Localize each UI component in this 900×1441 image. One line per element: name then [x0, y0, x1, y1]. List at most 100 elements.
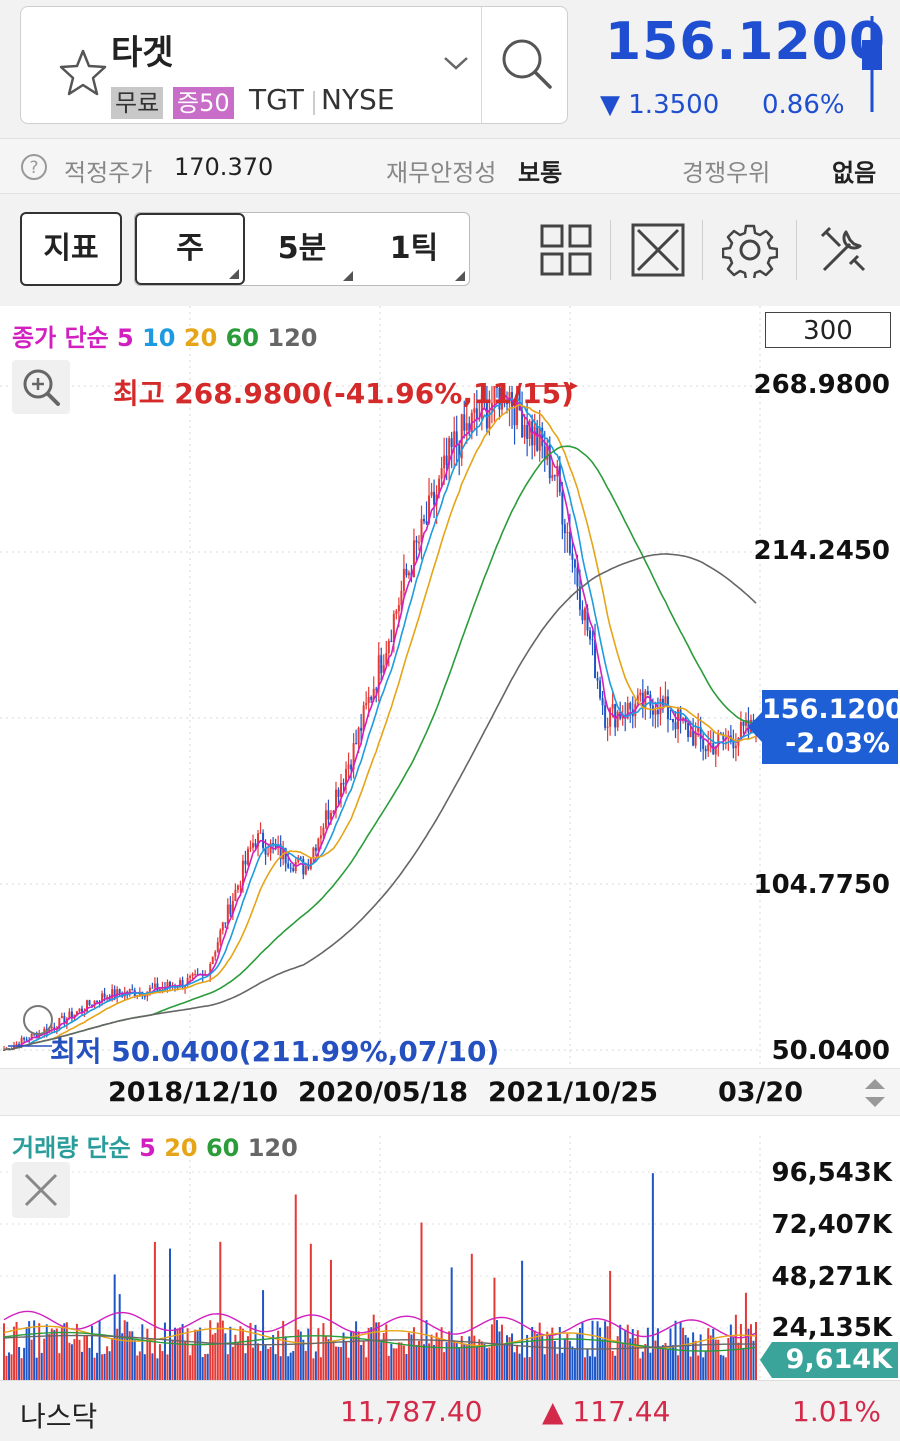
volume-bar: [644, 1343, 647, 1380]
volume-bar: [181, 1324, 184, 1380]
volume-bar: [23, 1347, 26, 1380]
volume-bar: [5, 1355, 8, 1380]
volume-bar: [440, 1327, 443, 1380]
fullscreen-icon[interactable]: [630, 222, 686, 278]
margin-badge: 증50: [173, 87, 234, 119]
zoom-button[interactable]: [12, 360, 70, 414]
volume-bar: [485, 1348, 488, 1380]
candle-body: [219, 930, 222, 943]
candle-body: [694, 731, 697, 746]
volume-bar: [244, 1353, 247, 1380]
layout-grid-icon[interactable]: [538, 222, 594, 278]
volume-bar: [138, 1351, 141, 1380]
candle-body: [714, 746, 717, 755]
candle-body: [661, 698, 664, 706]
candle-body: [15, 1043, 18, 1046]
volume-bar: [573, 1349, 576, 1380]
candle-body: [355, 743, 358, 745]
candle-body: [3, 1050, 5, 1051]
candle-body: [513, 406, 516, 426]
volume-bar: [571, 1346, 574, 1380]
candle-body: [365, 703, 368, 706]
volume-bar: [196, 1330, 199, 1380]
volume-bar: [553, 1340, 556, 1380]
volume-bar: [264, 1344, 267, 1380]
candle-body: [546, 444, 549, 460]
index-ticker-bar[interactable]: 나스닥 11,787.40 ▲ 117.44 1.01%: [0, 1380, 900, 1441]
tools-icon[interactable]: [816, 222, 872, 278]
period-5min-button[interactable]: 5분: [247, 213, 357, 285]
candle-body: [360, 727, 363, 731]
volume-bar: [651, 1173, 654, 1380]
price-chart[interactable]: [0, 306, 900, 1380]
period-1tick-button[interactable]: 1틱: [359, 213, 469, 285]
candle-body: [380, 655, 383, 673]
volume-bar: [689, 1356, 692, 1380]
candle-body: [563, 524, 566, 534]
volume-bar: [206, 1353, 209, 1380]
candle-body: [528, 421, 531, 439]
volume-bar: [402, 1345, 405, 1380]
volume-bar: [709, 1335, 712, 1380]
date-label: 2021/10/25: [488, 1077, 659, 1108]
volume-bar: [289, 1352, 292, 1380]
candle-body: [58, 1017, 61, 1030]
volume-bar: [513, 1352, 516, 1380]
volume-bar: [634, 1338, 637, 1380]
candle-body: [473, 408, 476, 413]
candle-body: [460, 414, 463, 459]
volume-bar: [274, 1354, 277, 1380]
volume-bar: [267, 1348, 270, 1380]
candle-body: [249, 847, 252, 849]
volume-bar: [334, 1346, 337, 1380]
volume-bar: [211, 1334, 214, 1380]
candle-body: [382, 665, 385, 673]
volume-bar: [616, 1336, 619, 1380]
volume-bar: [199, 1327, 202, 1380]
star-icon[interactable]: [57, 47, 109, 99]
vol-ma5-legend: 5: [139, 1134, 156, 1162]
volume-bar: [669, 1328, 672, 1380]
candle-body: [679, 709, 682, 721]
volume-bar: [347, 1357, 350, 1380]
candle-body: [53, 1027, 56, 1030]
divider: [313, 91, 315, 115]
candle-body: [702, 739, 705, 749]
candle-body: [85, 1000, 88, 1012]
close-volume-button[interactable]: [12, 1162, 70, 1218]
volume-bar: [3, 1323, 5, 1380]
volume-bar: [538, 1322, 541, 1380]
candle-body: [128, 989, 131, 994]
candle-body: [609, 708, 612, 727]
date-axis[interactable]: 2018/12/10 2020/05/18 2021/10/25 03/20: [0, 1068, 900, 1116]
volume-bar: [661, 1345, 664, 1380]
candle-body: [214, 951, 217, 957]
indicator-button[interactable]: 지표: [20, 212, 122, 286]
period-count-input[interactable]: 300: [765, 312, 891, 348]
volume-bar: [58, 1353, 61, 1380]
volume-bar: [433, 1345, 436, 1380]
scroll-arrows-icon[interactable]: [862, 1077, 888, 1109]
volume-bar: [209, 1320, 212, 1380]
candle-body: [526, 425, 529, 439]
volume-bar: [692, 1332, 695, 1380]
chevron-down-icon[interactable]: [441, 51, 471, 75]
settings-gear-icon[interactable]: [722, 222, 778, 278]
volume-bar: [561, 1352, 564, 1380]
candle-body: [131, 989, 134, 991]
candle-body: [732, 740, 735, 749]
volume-legend: 거래량 단순 5 20 60 120: [12, 1128, 298, 1163]
volume-bar: [407, 1332, 410, 1380]
search-button[interactable]: [481, 7, 570, 123]
period-weekly-button[interactable]: 주: [135, 213, 245, 285]
candle-body: [372, 688, 375, 700]
help-icon[interactable]: ?: [20, 153, 48, 181]
symbol-selector[interactable]: 타겟 무료 증50 TGT NYSE: [20, 6, 568, 124]
volume-bar: [526, 1335, 529, 1380]
volume-bar: [460, 1335, 463, 1380]
candle-body: [672, 719, 675, 723]
volume-bar: [96, 1352, 99, 1380]
candle-body: [573, 559, 576, 568]
volume-bar: [91, 1325, 94, 1380]
volume-bar: [362, 1341, 365, 1380]
